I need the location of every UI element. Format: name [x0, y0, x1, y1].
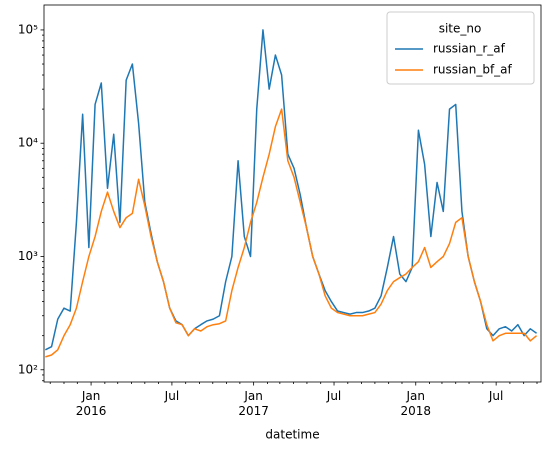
- series-line: [44, 29, 537, 351]
- legend-title: site_no: [439, 22, 482, 36]
- x-tick-label: Jan 2018: [400, 389, 431, 418]
- x-tick-label: Jul: [326, 389, 341, 403]
- x-axis-label: datetime: [265, 428, 319, 442]
- legend-label: russian_bf_af: [433, 63, 513, 77]
- x-tick-label: Jan 2016: [76, 389, 107, 418]
- y-tick-label: 10⁴: [18, 136, 38, 150]
- series-line: [45, 108, 538, 358]
- y-tick-label: 10²: [18, 362, 38, 376]
- x-tick-label: Jul: [488, 389, 503, 403]
- legend-label: russian_r_af: [433, 42, 506, 56]
- y-tick-label: 10³: [18, 249, 38, 263]
- x-tick-label: Jul: [164, 389, 179, 403]
- legend-box: [386, 11, 535, 85]
- plot-frame: [43, 4, 542, 383]
- legend: site_no russian_r_af russian_bf_af: [386, 11, 535, 85]
- x-tick-label: Jan 2017: [238, 389, 269, 418]
- y-tick-label: 10⁵: [18, 22, 38, 36]
